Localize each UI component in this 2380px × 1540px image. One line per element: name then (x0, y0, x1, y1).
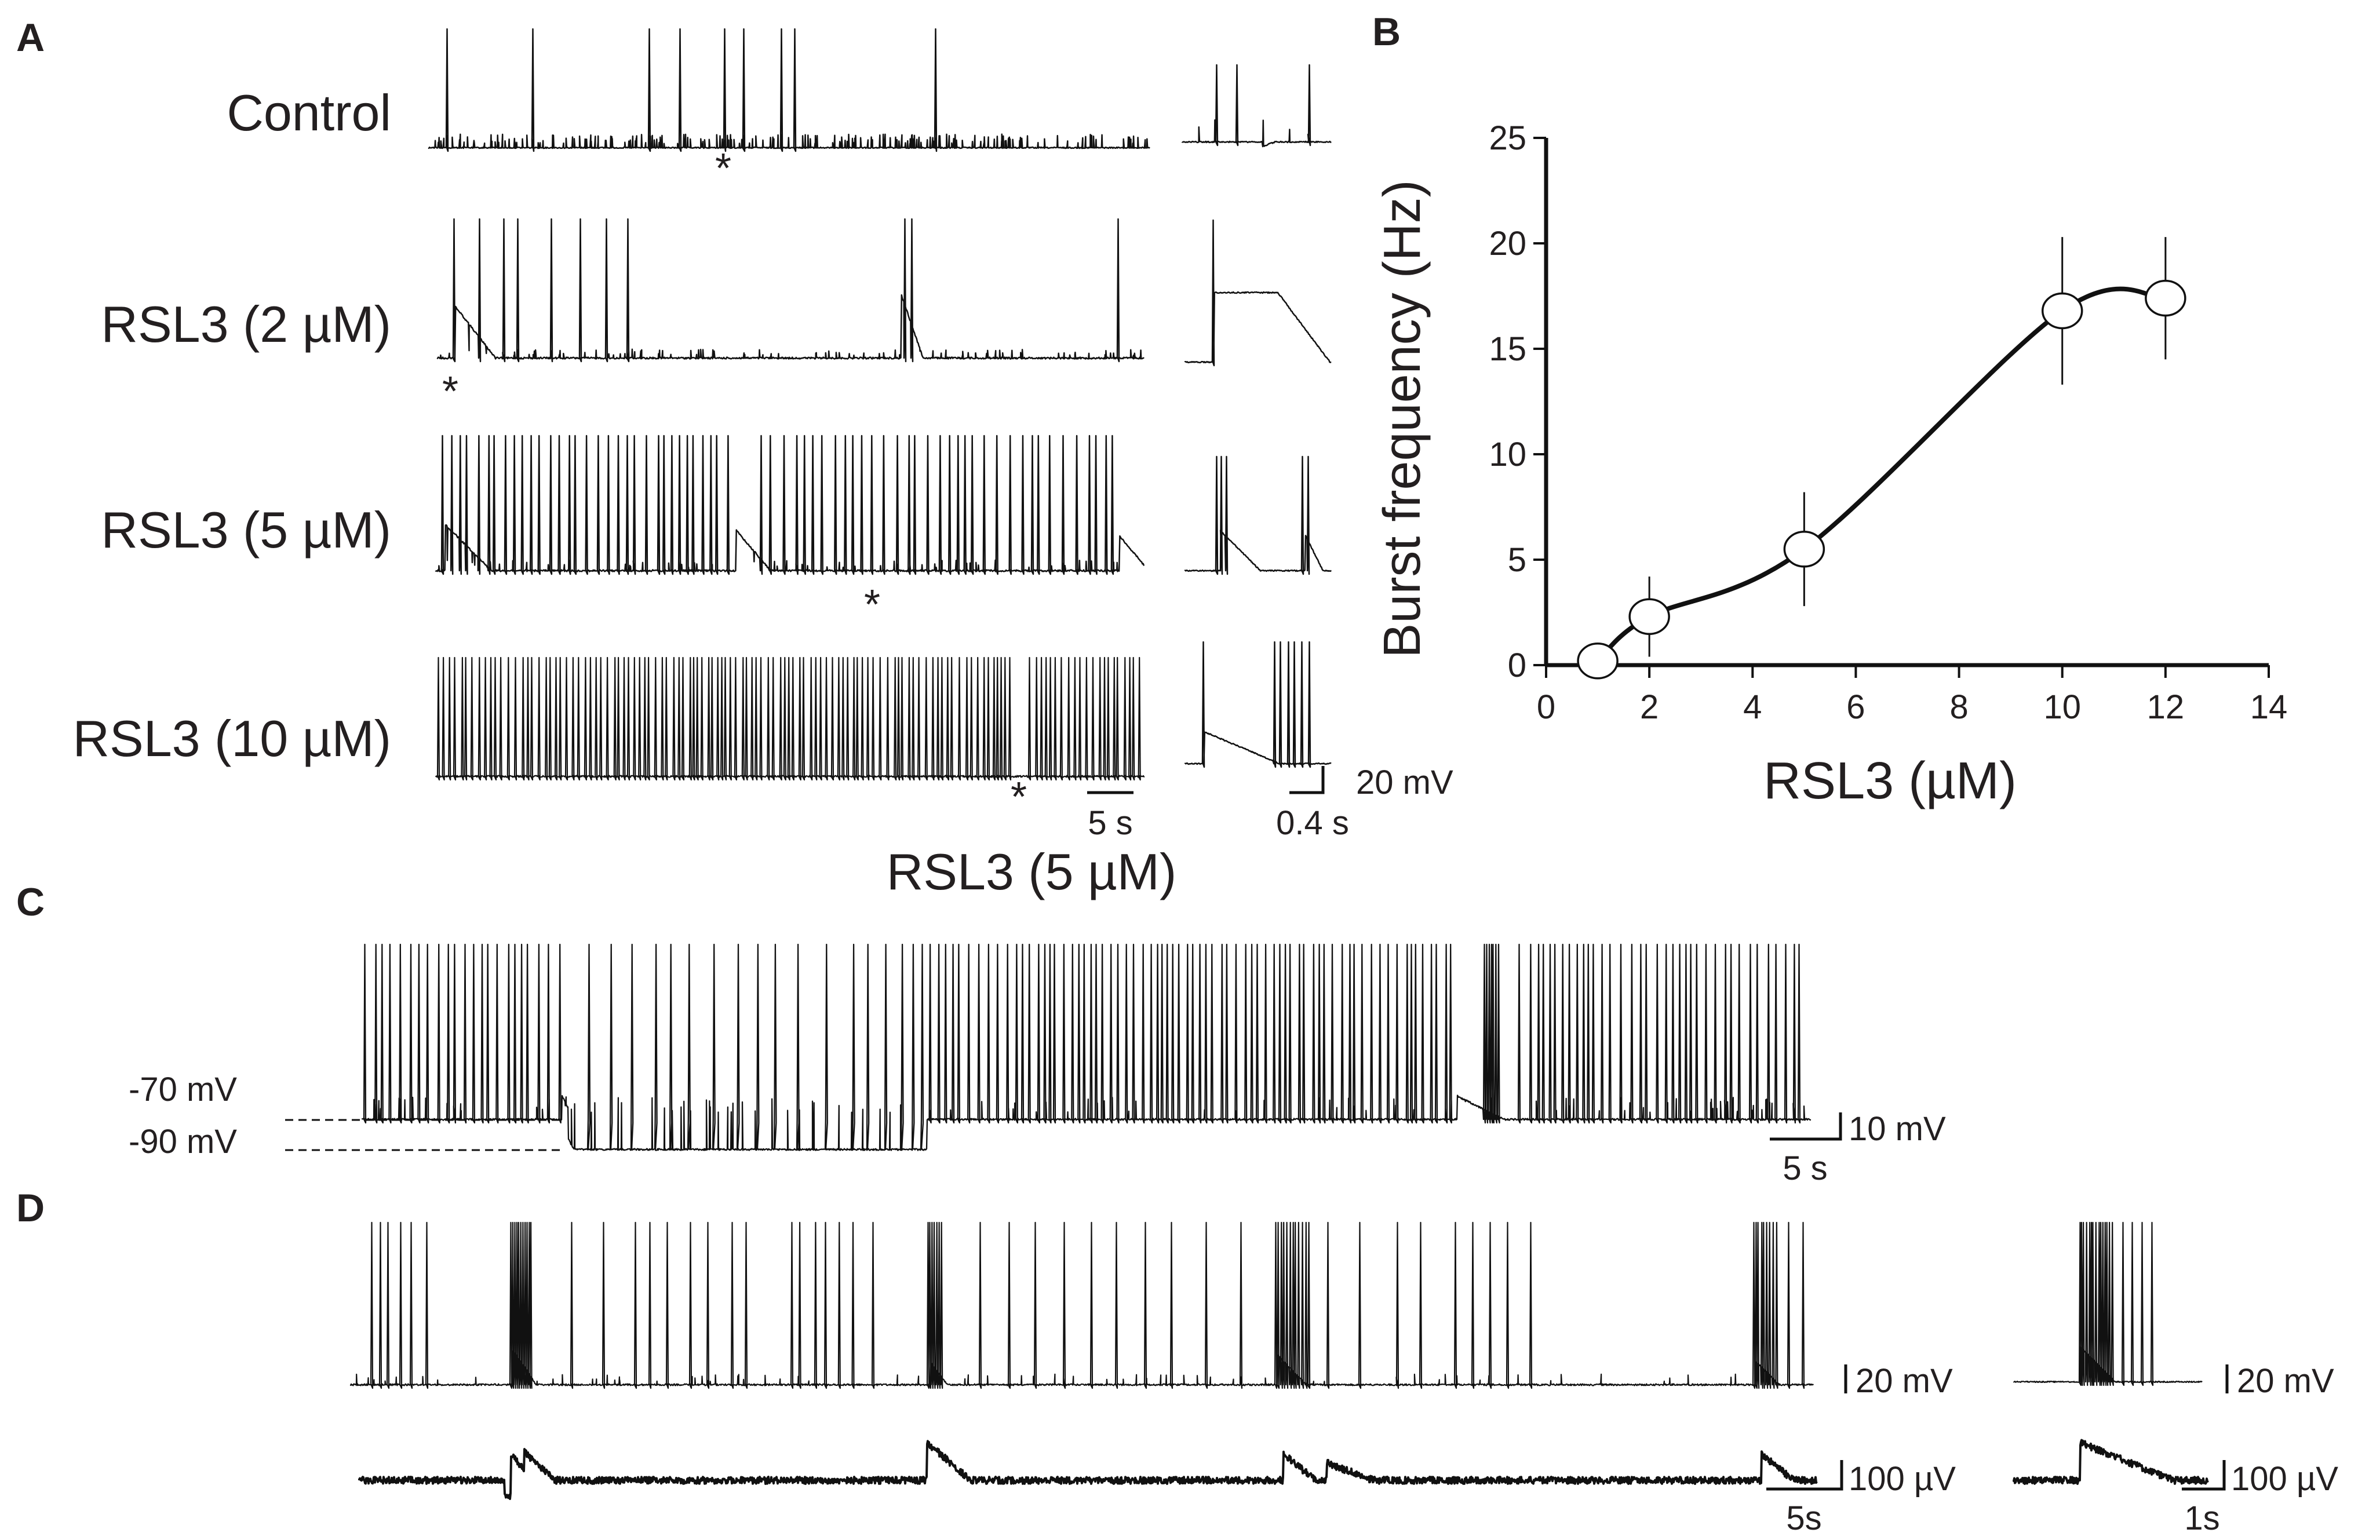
x-tick-label-10: 10 (2043, 688, 2081, 726)
x-tick-label-2: 2 (1640, 688, 1659, 726)
scale-label-time-d-inset: 1s (2184, 1499, 2219, 1537)
x-tick-label-0: 0 (1537, 688, 1555, 726)
x-tick-label-14: 14 (2250, 688, 2288, 726)
x-tick-label-12: 12 (2147, 688, 2185, 726)
level-label-lower: -90 mV (129, 1123, 237, 1161)
inset-trace-control (1181, 64, 1332, 148)
trace-label-rsl3-10um: RSL3 (10 µM) (72, 710, 391, 767)
level-label-upper: -70 mV (129, 1071, 237, 1108)
y-tick-label-20: 20 (1489, 225, 1526, 262)
panel-c-letter: C (16, 880, 45, 924)
panel-a: A Control RSL3 (2 µM) RSL3 (5 µM) RSL3 (… (16, 16, 1453, 842)
asterisk-rsl3-5um: * (864, 582, 880, 628)
scale-label-voltage-d-inset: 20 mV (2237, 1362, 2334, 1400)
scale-bar-inset-a (1289, 766, 1325, 794)
panel-d-letter: D (16, 1186, 45, 1230)
panel-d: D 20 mV 100 µV 5s 20 mV 100 µV 1s (16, 1186, 2338, 1537)
y-tick-label-5: 5 (1508, 541, 1526, 579)
scale-bar-field-d (1766, 1460, 1843, 1491)
y-axis-title: Burst frequency (Hz) (1373, 180, 1431, 658)
panel-a-letter: A (16, 16, 45, 60)
data-point-2 (1628, 598, 1670, 636)
inset-trace-d-intracellular (2013, 1221, 2203, 1386)
scale-label-field-d: 100 µV (1849, 1460, 1956, 1498)
scale-bar-panel-c (1770, 1112, 1842, 1141)
scale-label-time-main-a: 5 s (1088, 804, 1132, 842)
asterisk-rsl3-10um: * (1011, 774, 1027, 820)
burst-frequency-chart: 0 5 10 15 20 25 0 2 4 6 8 10 12 14 RSL3 (µM) Burst freq… (1373, 119, 2287, 810)
trace-rsl3-5um (435, 435, 1145, 575)
x-tick-label-4: 4 (1743, 688, 1762, 726)
inset-trace-rsl3-10um (1184, 641, 1332, 768)
inset-trace-d-field (2013, 1439, 2209, 1485)
x-tick-label-8: 8 (1949, 688, 1968, 726)
data-point-1 (1577, 642, 1619, 680)
data-point-5 (1783, 531, 1825, 568)
y-tick-label-10: 10 (1489, 436, 1526, 473)
trace-label-rsl3-5um: RSL3 (5 µM) (101, 501, 391, 559)
series-line-0 (1596, 286, 2166, 663)
y-tick-label-0: 0 (1508, 647, 1526, 684)
scale-label-time-inset-a: 0.4 s (1276, 804, 1349, 842)
inset-trace-rsl3-2um (1184, 219, 1332, 367)
y-tick-label-15: 15 (1489, 330, 1526, 368)
scale-label-time-d: 5s (1786, 1499, 1821, 1537)
trace-label-rsl3-2um: RSL3 (2 µM) (101, 295, 391, 353)
inset-trace-rsl3-5um (1184, 455, 1332, 575)
scale-label-voltage-c: 10 mV (1849, 1110, 1946, 1148)
asterisk-rsl3-2um: * (442, 368, 458, 415)
scale-label-voltage-d: 20 mV (1856, 1362, 1953, 1400)
trace-rsl3-10um (435, 656, 1145, 781)
trace-d-field (358, 1440, 1818, 1500)
x-axis-title: RSL3 (µM) (1763, 752, 2017, 810)
asterisk-control: * (715, 145, 731, 192)
panel-c: C RSL3 (5 µM) -70 mV -90 mV 10 mV 5 s (16, 843, 1946, 1187)
data-point-12 (2145, 279, 2186, 317)
y-tick-label-25: 25 (1489, 119, 1526, 157)
scale-label-voltage-a: 20 mV (1356, 764, 1453, 801)
panel-b: B 0 5 10 15 20 25 0 2 4 6 8 10 12 14 RSL3 (µM) Burst fr… (1372, 10, 2287, 810)
panel-b-letter: B (1372, 10, 1401, 54)
trace-panel-c (361, 943, 1812, 1151)
scale-label-field-d-inset: 100 µV (2231, 1460, 2338, 1498)
trace-d-intracellular (349, 1221, 1814, 1389)
trace-label-control: Control (227, 84, 391, 141)
x-tick-label-6: 6 (1846, 688, 1865, 726)
trace-rsl3-2um (436, 218, 1145, 363)
scale-label-time-c: 5 s (1783, 1149, 1827, 1187)
trace-control (428, 28, 1150, 152)
data-point-10 (2041, 292, 2083, 330)
panel-c-title: RSL3 (5 µM) (887, 843, 1177, 900)
scale-bar-field-d-inset (2182, 1460, 2226, 1491)
